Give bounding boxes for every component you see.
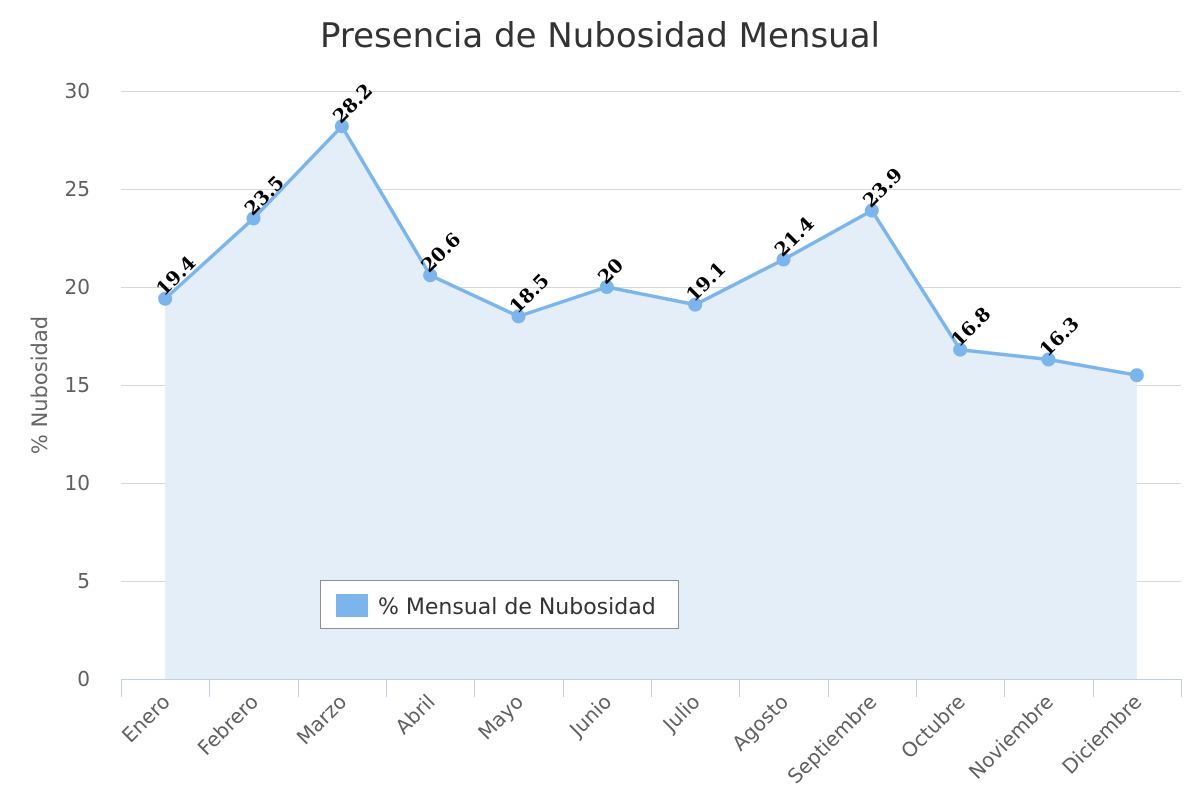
- data-label: 23.9: [859, 164, 907, 212]
- data-point: [511, 309, 526, 324]
- x-tick-label: Febrero: [193, 690, 263, 760]
- legend[interactable]: % Mensual de Nubosidad: [320, 580, 679, 629]
- chart-title: Presencia de Nubosidad Mensual: [320, 16, 880, 56]
- x-tick-label: Agosto: [727, 690, 793, 756]
- y-tick-label: 30: [65, 79, 90, 103]
- data-point: [334, 119, 349, 134]
- x-tick-label: Abril: [390, 690, 439, 739]
- data-point: [423, 268, 438, 283]
- data-point: [688, 297, 703, 312]
- area-layer: [165, 126, 1137, 679]
- x-tick-label: Marzo: [292, 690, 352, 750]
- data-point: [953, 342, 968, 357]
- y-tick-label: 25: [65, 177, 90, 201]
- x-tick-label: Mayo: [473, 690, 528, 745]
- series-line: [163, 124, 1139, 377]
- data-point: [599, 280, 614, 294]
- data-point: [776, 252, 791, 267]
- data-label: 20.6: [417, 228, 465, 276]
- x-tick-label: Diciembre: [1057, 690, 1146, 779]
- data-label: 16.8: [947, 303, 995, 351]
- legend-label: % Mensual de Nubosidad: [378, 595, 656, 620]
- data-label: 20: [594, 254, 628, 288]
- data-point: [158, 291, 173, 306]
- x-tick-label: Septiembre: [783, 690, 882, 789]
- x-tick-label: Julio: [657, 690, 705, 738]
- y-tick-label: 0: [77, 667, 90, 691]
- x-tick-label: Junio: [563, 690, 616, 743]
- data-point: [246, 211, 261, 226]
- y-tick-label: 10: [65, 471, 90, 495]
- x-tick-label: Octubre: [896, 690, 970, 764]
- x-tick-label: Enero: [117, 690, 175, 748]
- y-tick-label: 20: [65, 275, 90, 299]
- data-label: 28.2: [329, 80, 377, 128]
- y-axis-label: % Nubosidad: [28, 316, 52, 454]
- x-tick-label: Noviembre: [964, 690, 1058, 784]
- data-point: [1129, 368, 1144, 383]
- series-area: [165, 126, 1137, 679]
- line-layer: [163, 124, 1139, 377]
- legend-box: [320, 580, 679, 629]
- y-tick-label: 15: [65, 373, 90, 397]
- legend-swatch: [336, 594, 368, 617]
- data-point: [864, 203, 879, 218]
- data-point: [1041, 352, 1056, 367]
- marker-layer: [158, 119, 1144, 383]
- data-label: 16.3: [1035, 313, 1083, 361]
- y-tick-label: 5: [77, 569, 90, 593]
